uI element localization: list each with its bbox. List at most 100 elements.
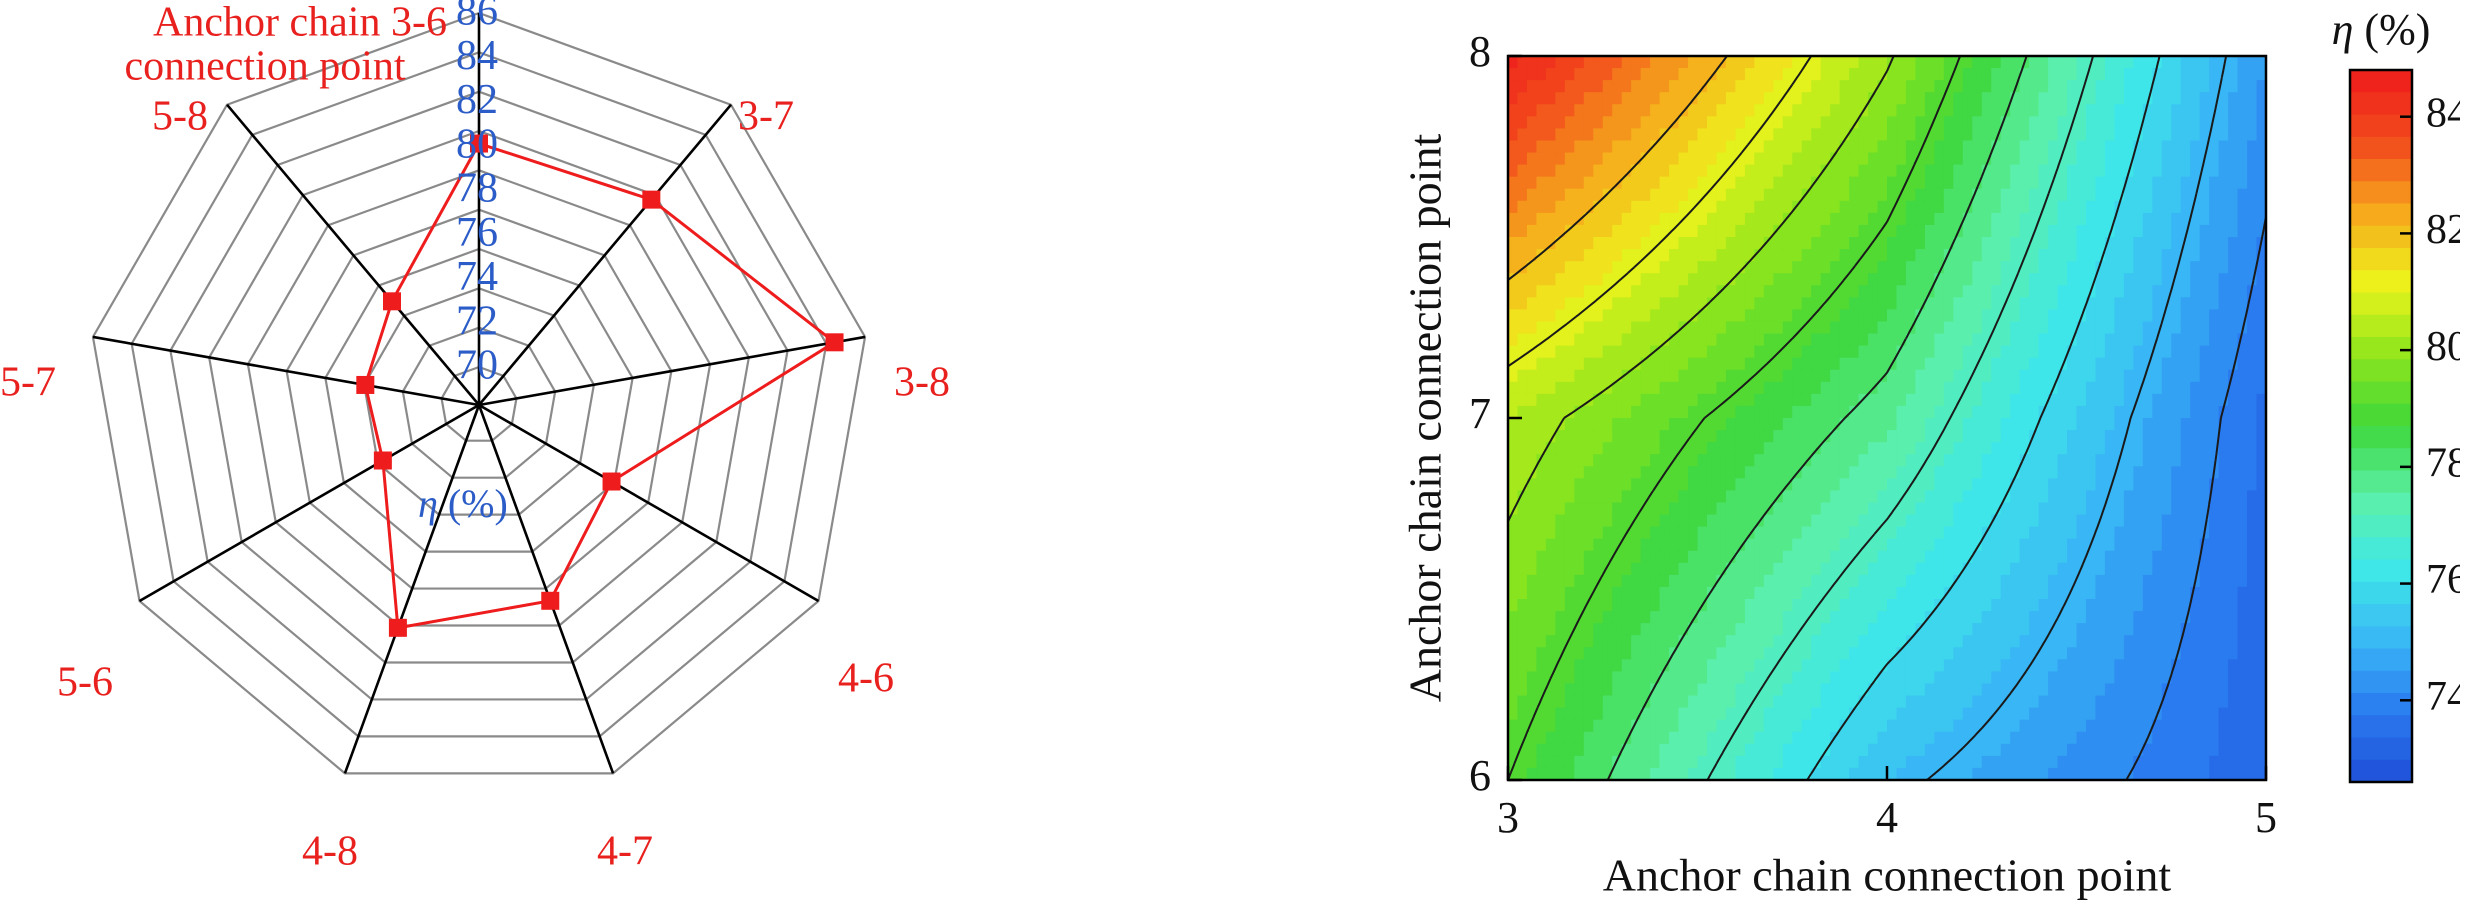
contour-cell [2000, 695, 2011, 709]
contour-cell [1887, 755, 1898, 769]
contour-cell [1621, 56, 1632, 69]
contour-cell [1924, 574, 1935, 588]
contour-cell [2123, 502, 2134, 516]
contour-cell [1830, 237, 1841, 250]
contour-cell [1763, 550, 1774, 564]
contour-cell [2247, 80, 2258, 93]
contour-cell [1536, 550, 1547, 564]
radar-data-point [825, 333, 844, 352]
contour-cell [2161, 430, 2172, 443]
contour-cell [1924, 562, 1935, 576]
contour-cell [1564, 381, 1575, 395]
contour-cell [1981, 586, 1992, 600]
contour-cell [1508, 56, 1519, 69]
contour-cell [2190, 611, 2201, 624]
contour-cell [1763, 381, 1774, 395]
contour-cell [1801, 430, 1812, 443]
contour-cell [2190, 538, 2201, 552]
contour-cell [1716, 261, 1727, 274]
contour-cell [1612, 116, 1623, 129]
contour-cell [2057, 695, 2068, 709]
contour-cell [2076, 635, 2087, 648]
contour-cell [2029, 381, 2040, 395]
contour-cell [1811, 683, 1822, 697]
contour-cell [1924, 647, 1935, 660]
radar-title: Anchor chain 3-6 [153, 0, 447, 46]
contour-cell [2152, 224, 2163, 238]
contour-cell [2133, 68, 2144, 81]
contour-cell [2142, 345, 2153, 359]
contour-cell [1583, 659, 1594, 672]
contour-cell [1583, 731, 1594, 745]
contour-cell [1896, 357, 1907, 371]
contour-cell [1991, 297, 2002, 310]
contour-cell [1508, 418, 1519, 431]
contour-cell [1839, 369, 1850, 383]
contour-cell [1593, 309, 1604, 323]
contour-cell [1688, 611, 1699, 624]
contour-cell [1688, 683, 1699, 697]
contour-cell [1820, 321, 1831, 335]
contour-cell [2133, 104, 2144, 117]
contour-cell [2142, 538, 2153, 552]
contour-cell [2104, 647, 2115, 660]
contour-cell [1801, 647, 1812, 660]
contour-cell [1934, 502, 1945, 516]
contour-cell [1612, 56, 1623, 69]
contour-cell [1526, 526, 1538, 540]
contour-cell [1934, 562, 1945, 576]
contour-cell [1659, 659, 1670, 672]
contour-cell [1725, 261, 1736, 274]
contour-cell [2209, 285, 2220, 298]
contour-cell [1602, 393, 1613, 407]
contour-cell [2010, 176, 2021, 190]
contour-cell [1621, 743, 1632, 757]
contour-cell [1905, 92, 1917, 105]
contour-cell [1583, 164, 1594, 178]
contour-cell [2152, 369, 2163, 383]
contour-cell [1650, 140, 1661, 154]
contour-cell [1849, 249, 1860, 262]
contour-cell [2199, 755, 2210, 769]
contour-cell [2000, 357, 2011, 371]
contour-cell [1593, 68, 1604, 81]
contour-cell [1905, 116, 1917, 129]
contour-cell [2076, 671, 2087, 685]
contour-cell [2095, 743, 2106, 757]
contour-cell [2209, 357, 2220, 371]
contour-cell [2237, 68, 2248, 81]
contour-cell [1934, 297, 1945, 310]
contour-cell [1517, 574, 1528, 588]
contour-cell [2161, 707, 2172, 721]
contour-cell [2180, 647, 2191, 660]
contour-cell [1962, 104, 1973, 117]
contour-cell [1839, 647, 1850, 660]
contour-cell [1574, 176, 1585, 190]
contour-cell [2247, 405, 2258, 419]
contour-cell [2000, 731, 2011, 745]
contour-cell [1953, 767, 1964, 781]
contour-cell [1801, 152, 1812, 166]
contour-cell [2048, 695, 2059, 709]
contour-cell [1659, 490, 1670, 504]
contour-cell [1602, 176, 1613, 190]
contour-cell [1631, 635, 1642, 648]
contour-cell [2048, 538, 2059, 552]
contour-cell [1735, 659, 1746, 672]
contour-cell [2218, 309, 2229, 323]
contour-cell [1905, 369, 1917, 383]
contour-cell [1697, 635, 1708, 648]
contour-cell [2171, 695, 2182, 709]
contour-cell [1830, 321, 1841, 335]
contour-cell [1744, 273, 1755, 286]
contour-cell [2114, 538, 2125, 552]
contour-cell [1905, 574, 1917, 588]
contour-cell [1602, 671, 1613, 685]
contour-cell [1508, 671, 1519, 685]
contour-cell [2010, 393, 2021, 407]
contour-cell [1697, 731, 1708, 745]
contour-cell [1830, 538, 1841, 552]
contour-cell [2142, 164, 2153, 178]
contour-cell [1820, 68, 1831, 81]
contour-cell [1792, 442, 1803, 455]
